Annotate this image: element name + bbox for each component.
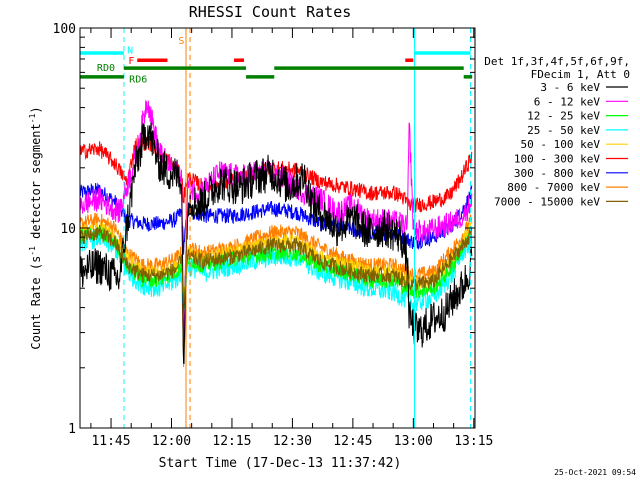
x-tick-label: 11:45	[91, 434, 130, 449]
flag-label-rd0: RD0	[97, 63, 115, 74]
legend-header-line-1: Det 1f,3f,4f,5f,6f,9f,	[484, 55, 630, 68]
x-tick-label: 13:00	[394, 434, 433, 449]
legend-header-line-2: FDecim 1, Att 0	[531, 68, 630, 81]
legend-entry-label: 7000 - 15000 keV	[494, 195, 600, 208]
y-tick-label: 100	[53, 22, 76, 37]
x-axis-label: Start Time (17-Dec-13 11:37:42)	[159, 456, 402, 471]
axes-layer: 1 10 100 11:45 12:00 12:15 12:30 12:45 13:00 13:1…	[28, 22, 493, 449]
y-axis-label-part: -1	[28, 113, 37, 123]
legend-entry-label: 6 - 12 keV	[534, 95, 601, 108]
x-tick-label: 13:15	[454, 434, 493, 449]
x-tick-label: 12:45	[333, 434, 372, 449]
legend-entry-label: 25 - 50 keV	[527, 124, 600, 137]
y-tick-label: 10	[60, 222, 76, 237]
flag-label-n: N	[127, 46, 133, 57]
legend-entry-label: 3 - 6 keV	[540, 81, 600, 94]
y-axis-label-part: -1	[28, 246, 37, 256]
flag-label-s: S	[178, 36, 184, 47]
legend-entry-label: 100 - 300 keV	[514, 153, 600, 166]
x-tick-label: 12:00	[152, 434, 191, 449]
y-tick-label: 1	[68, 422, 76, 437]
legend-entry-label: 12 - 25 keV	[527, 110, 600, 123]
series-line-3-6-kev	[80, 122, 473, 364]
y-axis-label-part: Count Rate (s	[29, 256, 43, 350]
series-line-800-7000-kev	[80, 212, 473, 367]
legend-entry-label: 300 - 800 keV	[514, 167, 600, 180]
x-tick-label: 12:15	[212, 434, 251, 449]
timestamp: 25-Oct-2021 09:54	[554, 468, 636, 477]
plot-content	[80, 28, 473, 428]
x-tick-label: 12:30	[273, 434, 312, 449]
chart-title: RHESSI Count Rates	[189, 3, 352, 21]
y-axis-label-part: )	[29, 106, 43, 113]
series-line-7000-15000-kev	[80, 224, 473, 305]
legend-entry-label: 800 - 7000 keV	[507, 181, 600, 194]
series-group	[80, 100, 473, 367]
flag-label-rd6: RD6	[129, 74, 147, 85]
series-line-6-12-kev	[80, 100, 473, 358]
legend-entry-label: 50 - 100 keV	[521, 138, 601, 151]
y-axis-label-part: detector segment	[29, 123, 43, 246]
legend: Det 1f,3f,4f,5f,6f,9f,FDecim 1, Att 03 -…	[484, 55, 630, 208]
y-axis-label: Count Rate (s-1 detector segment-1)	[28, 106, 43, 349]
flag-label-f: F	[128, 56, 134, 67]
